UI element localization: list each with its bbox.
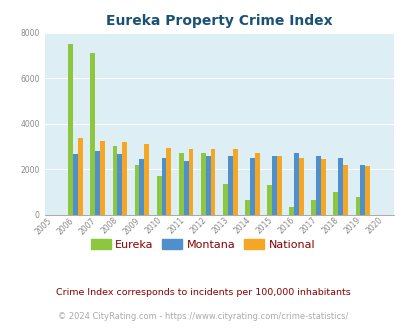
Bar bbox=[95, 151, 100, 214]
Bar bbox=[254, 153, 259, 214]
Bar bbox=[311, 200, 315, 215]
Bar bbox=[122, 142, 127, 214]
Bar bbox=[210, 149, 215, 214]
Bar bbox=[232, 149, 237, 214]
Bar bbox=[333, 192, 337, 214]
Bar bbox=[298, 158, 303, 214]
Bar bbox=[289, 207, 294, 215]
Bar bbox=[117, 154, 122, 214]
Bar bbox=[249, 158, 254, 214]
Bar bbox=[200, 153, 205, 214]
Bar bbox=[315, 155, 320, 214]
Bar bbox=[337, 158, 342, 214]
Bar bbox=[360, 165, 364, 214]
Bar bbox=[100, 141, 105, 214]
Bar bbox=[73, 154, 78, 214]
Bar bbox=[294, 153, 298, 214]
Bar bbox=[355, 197, 360, 215]
Text: Crime Index corresponds to incidents per 100,000 inhabitants: Crime Index corresponds to incidents per… bbox=[55, 287, 350, 297]
Bar bbox=[364, 166, 369, 214]
Bar bbox=[205, 155, 210, 214]
Bar bbox=[178, 153, 183, 214]
Bar bbox=[144, 144, 149, 214]
Bar bbox=[161, 158, 166, 214]
Bar bbox=[139, 159, 144, 214]
Bar bbox=[320, 159, 325, 214]
Bar bbox=[112, 147, 117, 214]
Bar bbox=[183, 161, 188, 214]
Bar bbox=[188, 149, 193, 214]
Text: © 2024 CityRating.com - https://www.cityrating.com/crime-statistics/: © 2024 CityRating.com - https://www.city… bbox=[58, 312, 347, 321]
Bar bbox=[166, 148, 171, 214]
Bar bbox=[156, 176, 161, 214]
Bar bbox=[222, 184, 227, 215]
Title: Eureka Property Crime Index: Eureka Property Crime Index bbox=[106, 14, 332, 28]
Bar bbox=[276, 155, 281, 214]
Bar bbox=[266, 185, 271, 214]
Legend: Eureka, Montana, National: Eureka, Montana, National bbox=[86, 235, 319, 254]
Bar bbox=[245, 200, 249, 215]
Bar bbox=[90, 53, 95, 214]
Bar bbox=[342, 165, 347, 214]
Bar bbox=[227, 155, 232, 214]
Bar bbox=[271, 155, 276, 214]
Bar bbox=[78, 139, 83, 214]
Bar bbox=[68, 44, 73, 214]
Bar bbox=[134, 165, 139, 214]
